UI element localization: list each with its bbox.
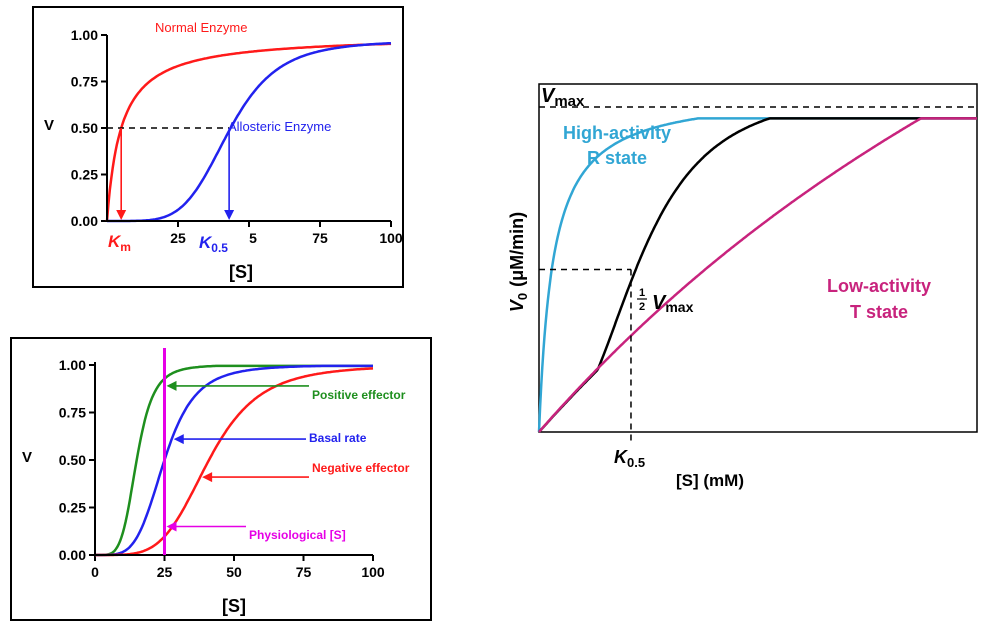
p3-curve-t-state — [538, 117, 977, 433]
p3-label-r-line2: R state — [587, 148, 647, 168]
p2-y-tick-label: 0.00 — [59, 547, 86, 563]
p1-label-allosteric: Allosteric Enzyme — [228, 119, 331, 134]
p1-curve-normal — [105, 42, 391, 222]
p1-k05-label: K0.5 — [199, 233, 228, 255]
p2-label-negative: Negative effector — [312, 461, 410, 475]
p1-y-tick-label: 0.00 — [71, 213, 98, 229]
p2-y-tick-label: 0.75 — [59, 405, 86, 421]
p2-x-tick-label: 25 — [157, 564, 173, 580]
p3-half-den: 2 — [639, 301, 645, 313]
p1-x-tick-label: 100 — [379, 230, 403, 246]
p1-y-tick-label: 1.00 — [71, 27, 98, 43]
p1-y-tick-label: 0.50 — [71, 120, 98, 136]
p2-curve-negative — [95, 367, 374, 557]
p3-vmax-letter: V — [541, 85, 556, 107]
p1-x-label: [S] — [229, 262, 253, 282]
p2-label-positive: Positive effector — [312, 388, 406, 402]
p3-label-r-line1: High-activity — [563, 123, 671, 143]
p2-curve-basal — [95, 364, 373, 557]
p1-k05-sub: 0.5 — [211, 241, 228, 255]
p3-half-v-sub: max — [665, 299, 693, 315]
p3-half-v-text: Vmax — [652, 292, 694, 315]
panel-top-left: 0.00 0.25 0.50 0.75 1.00 25 5 75 100 V [S] Norma… — [32, 6, 404, 288]
p1-km-label: Km — [108, 232, 131, 254]
p2-y-tick-label: 1.00 — [59, 357, 86, 373]
p2-label-physiological: Physiological [S] — [249, 528, 346, 542]
p3-half-num: 1 — [639, 287, 645, 299]
p3-half-v-letter: V — [652, 292, 667, 314]
p1-curve-allosteric — [107, 41, 392, 223]
p3-vmax-label: Vmax — [541, 85, 585, 110]
p1-km-arrow-head — [116, 210, 127, 220]
p3-y-label: V0 (μM/min) — [507, 212, 530, 312]
p1-km-sub: m — [120, 240, 131, 254]
panel-right: Vmax High-activity R state Low-activity … — [507, 83, 978, 490]
p2-negative-arrow-head — [202, 472, 213, 483]
p3-y-sub: 0 — [515, 293, 530, 300]
p3-curve-allosteric — [538, 117, 977, 433]
p1-x-tick-label: 5 — [249, 230, 257, 246]
p3-y-letter: V — [507, 298, 527, 312]
p3-k05-sub: 0.5 — [627, 455, 645, 470]
p2-x-tick-label: 0 — [91, 564, 99, 580]
p1-x-tick-label: 75 — [312, 230, 328, 246]
p1-y-tick-label: 0.25 — [71, 167, 98, 183]
p1-y-label: V — [44, 117, 54, 134]
p3-label-t-line2: T state — [850, 302, 908, 322]
p3-half-vmax-label: 1 2 Vmax — [637, 287, 694, 315]
p2-x-tick-label: 100 — [361, 564, 385, 580]
p3-label-t-line1: Low-activity — [827, 276, 931, 296]
p2-positive-arrow-head — [166, 380, 177, 391]
p2-x-label: [S] — [222, 596, 246, 616]
p3-y-unit: (μM/min) — [507, 212, 527, 287]
p1-y-tick-label: 0.75 — [71, 74, 98, 90]
p1-x-tick-label: 25 — [170, 230, 186, 246]
p2-y-label: V — [22, 449, 32, 466]
p2-y-tick-label: 0.25 — [59, 500, 86, 516]
p2-label-basal: Basal rate — [309, 431, 367, 445]
p1-k05-letter: K — [199, 233, 213, 252]
p2-physiological-arrow-head — [166, 521, 177, 532]
p3-k05-letter: K — [614, 447, 629, 467]
panel-right-frame — [538, 83, 978, 433]
p2-x-tick-label: 75 — [296, 564, 312, 580]
p2-basal-arrow-head — [173, 434, 184, 445]
panel-bottom-left-frame — [10, 337, 432, 621]
panel-top-left-frame — [32, 6, 404, 288]
p2-y-tick-label: 0.50 — [59, 452, 86, 468]
p2-x-tick-label: 50 — [226, 564, 242, 580]
p3-x-label: [S] (mM) — [676, 471, 744, 490]
p1-label-normal: Normal Enzyme — [155, 20, 247, 35]
panel-bottom-left: 0.00 0.25 0.50 0.75 1.00 0 25 50 75 100 V [S] Pos… — [10, 337, 432, 621]
p3-k05-label: K0.5 — [614, 447, 645, 470]
p1-km-letter: K — [108, 232, 122, 251]
p3-vmax-sub: max — [554, 93, 585, 110]
p1-k05-arrow-head — [224, 210, 235, 220]
